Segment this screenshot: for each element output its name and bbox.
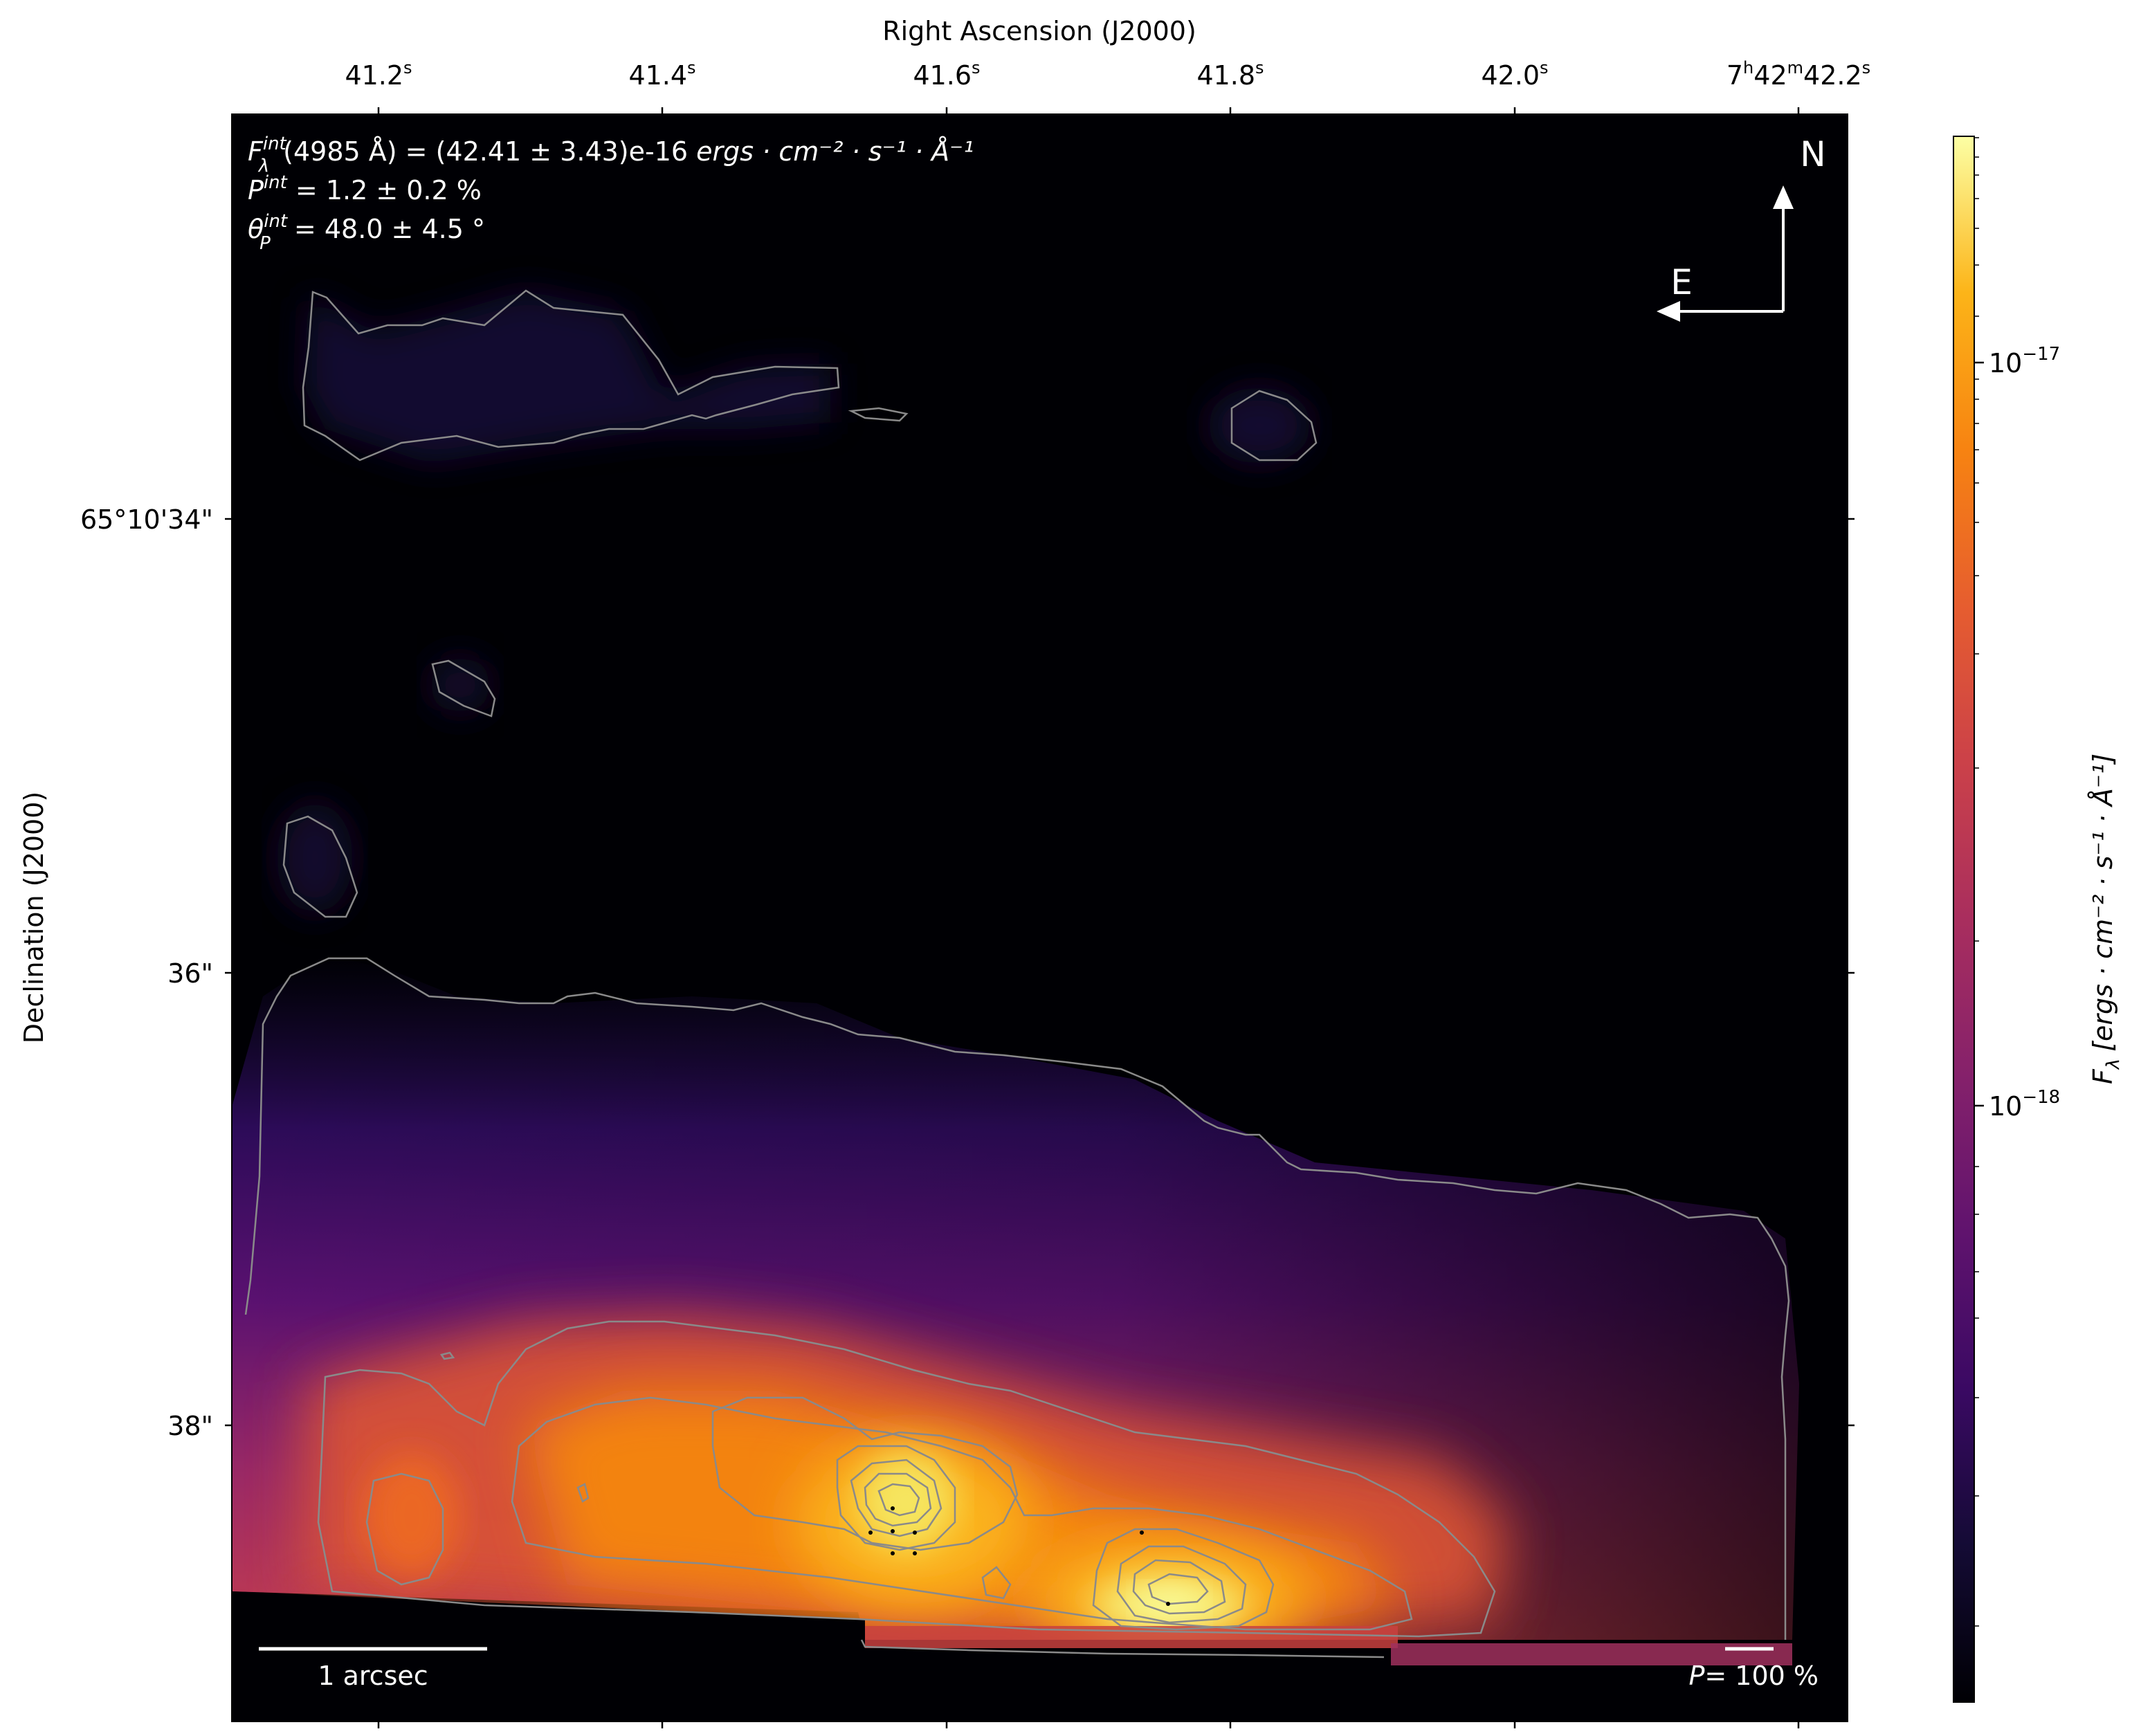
ra-tick-label: 41.4s	[628, 58, 695, 91]
polarization-scale-label: P= 100 %	[1688, 1661, 1819, 1691]
ra-tick-label: 7h42m42.2s	[1726, 58, 1870, 91]
x-axis-label: Right Ascension (J2000)	[882, 16, 1196, 46]
flux-contours	[244, 289, 1790, 1659]
plot-frame	[231, 113, 1848, 1722]
ra-tick-label: 41.6s	[913, 58, 980, 91]
ra-tick-label: 41.2s	[345, 58, 412, 91]
y-axis-label: Declination (J2000)	[19, 792, 49, 1043]
ra-tick-label: 42.0s	[1481, 58, 1548, 91]
colorbar: 10−17 10−18 Fλ[ergs · cm⁻² · s⁻¹ · Å⁻¹]	[1953, 136, 2124, 1703]
north-label: N	[1800, 134, 1825, 174]
north-arrowhead-icon	[1773, 185, 1794, 209]
colorbar-tick-label: 10−18	[1989, 1087, 2060, 1122]
colorbar-tick-label: 10−17	[1989, 344, 2060, 378]
east-arrowhead-icon	[1657, 301, 1680, 322]
dec-tick-label: 36"	[167, 958, 213, 989]
dec-tick-marks	[225, 518, 1855, 1427]
compass: N E	[1657, 134, 1826, 322]
contour-peaks	[868, 1506, 1170, 1606]
angular-scale-bar: 1 arcsec	[259, 1647, 487, 1691]
east-label: E	[1670, 262, 1693, 302]
polarization-angle-annotation: θint P = 48.0 ± 4.5 °	[248, 211, 485, 254]
ra-tick-label: 41.8s	[1196, 58, 1264, 91]
dec-tick-label: 38"	[167, 1411, 213, 1441]
integrated-polarization-annotation: Pint = 1.2 ± 0.2 %	[248, 172, 482, 205]
polarization-scale: P= 100 %	[1688, 1647, 1819, 1691]
flux-image	[232, 114, 1848, 1721]
scale-bar-label: 1 arcsec	[318, 1661, 428, 1691]
ra-tick-marks	[377, 107, 1800, 1728]
colorbar-label: Fλ[ergs · cm⁻² · s⁻¹ · Å⁻¹]	[2088, 753, 2124, 1084]
integrated-flux-annotation: Fint λ (4985 Å) = (42.41 ± 3.43)e-16 ergs …	[248, 134, 974, 176]
dec-tick-label: 65°10'34"	[80, 504, 213, 535]
